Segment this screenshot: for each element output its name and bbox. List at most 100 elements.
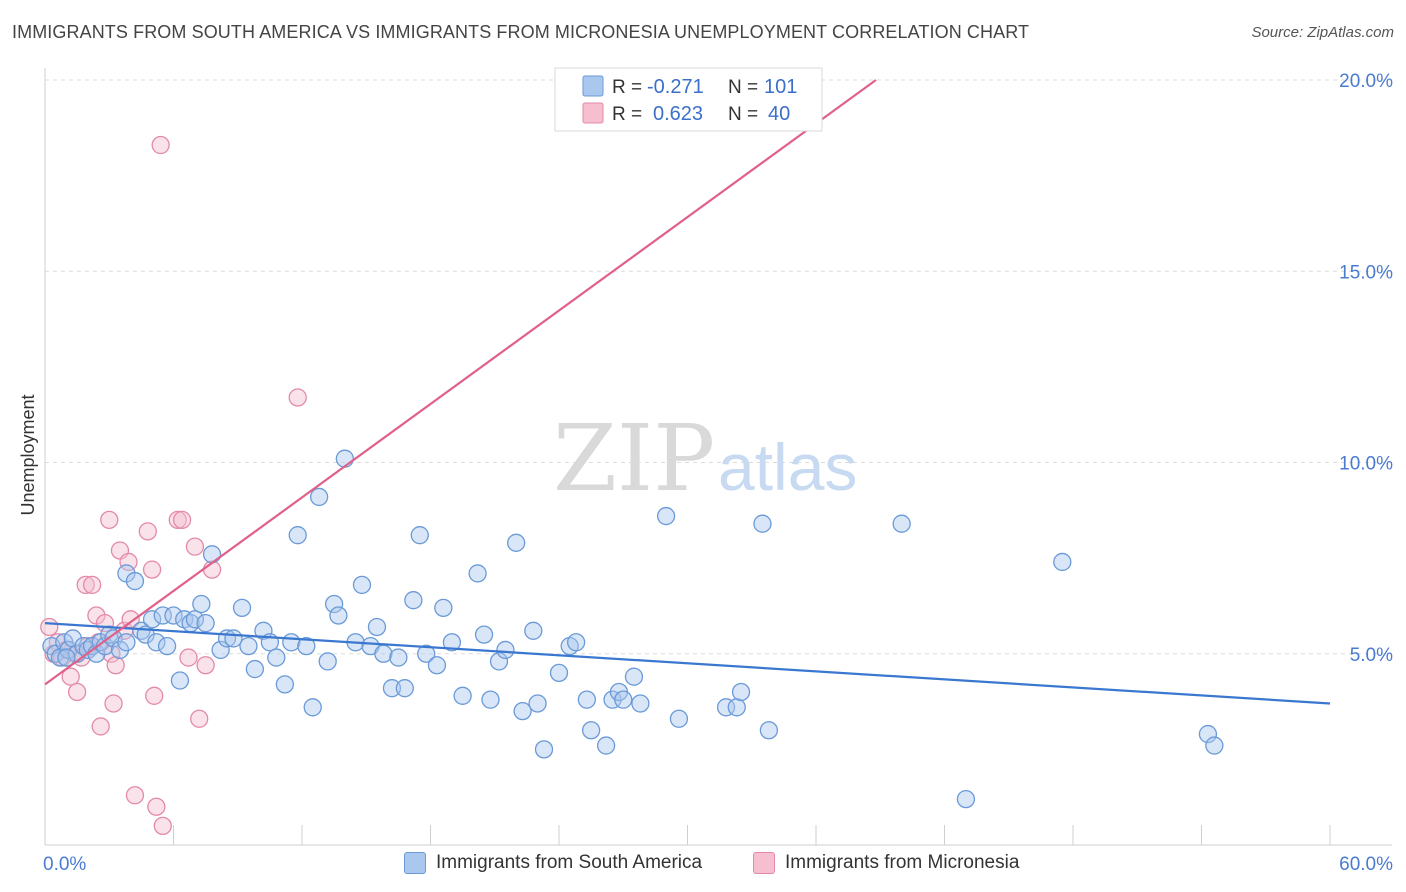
x-tick-label-0: 0.0% <box>43 854 86 875</box>
legend-swatch-pink <box>582 102 604 124</box>
trend-lines <box>44 79 1331 705</box>
watermark-atlas: atlas <box>718 430 857 504</box>
point-south-america-69 <box>481 690 500 709</box>
legend-r-value-1: -0.271 <box>647 76 704 98</box>
point-south-america-66 <box>453 686 472 705</box>
watermark-zip: ZIP <box>553 405 715 512</box>
point-micronesia-22 <box>119 552 138 572</box>
point-south-america-71 <box>496 640 515 660</box>
point-south-america-51 <box>335 449 354 468</box>
point-south-america-90 <box>716 698 736 717</box>
point-micronesia-24 <box>125 786 145 805</box>
chart-title: IMMIGRANTS FROM SOUTH AMERICA VS IMMIGRA… <box>12 22 1030 42</box>
legend-r-label-1: R = <box>612 77 642 98</box>
point-micronesia-25 <box>138 522 157 541</box>
point-south-america-64 <box>434 598 453 617</box>
legend-swatch-south-america <box>404 852 426 874</box>
point-south-america-21 <box>142 610 162 629</box>
legend-n-label-1: N = <box>728 77 758 98</box>
point-micronesia-9 <box>76 575 95 595</box>
point-micronesia-26 <box>142 560 162 579</box>
point-south-america-35 <box>224 629 243 648</box>
point-south-america-76 <box>534 740 554 759</box>
point-micronesia-11 <box>82 575 102 595</box>
point-south-america-70 <box>489 652 509 671</box>
bottom-legend: Immigrants from South America Immigrants… <box>0 852 1406 878</box>
point-south-america-94 <box>759 721 779 740</box>
point-south-america-48 <box>318 652 337 671</box>
point-micronesia-5 <box>61 667 80 686</box>
point-south-america-33 <box>211 640 230 660</box>
point-south-america-39 <box>254 621 273 640</box>
point-south-america-67 <box>468 564 487 583</box>
point-micronesia-18 <box>104 694 123 713</box>
point-micronesia-38 <box>288 388 307 407</box>
y-tick-label-1: 10.0% <box>1339 454 1393 475</box>
x-tick-labels: 0.0% 60.0% <box>43 854 1393 875</box>
point-south-america-59 <box>395 679 414 698</box>
legend-box: R = -0.271 N = 101 R = 0.623 N = 40 <box>554 67 823 132</box>
point-micronesia-28 <box>147 797 166 816</box>
legend-r-label-2: R = <box>612 104 642 125</box>
point-south-america-61 <box>410 526 429 545</box>
point-south-america-95 <box>892 514 911 533</box>
axes <box>44 68 1392 846</box>
point-south-america-38 <box>245 659 265 679</box>
point-south-america-58 <box>389 648 408 667</box>
point-south-america-22 <box>147 633 166 652</box>
point-micronesia-27 <box>145 686 164 705</box>
point-south-america-99 <box>1205 736 1224 755</box>
point-micronesia-35 <box>190 709 209 728</box>
point-micronesia-16 <box>100 510 119 530</box>
point-south-america-89 <box>669 709 689 728</box>
point-south-america-63 <box>427 656 447 675</box>
y-tick-label-3: 20.0% <box>1339 71 1393 92</box>
point-south-america-65 <box>442 633 462 652</box>
point-south-america-100 <box>57 648 76 667</box>
point-south-america-42 <box>275 675 295 694</box>
point-micronesia-32 <box>172 510 192 530</box>
legend-n-label-2: N = <box>728 104 758 125</box>
point-micronesia-31 <box>168 510 187 530</box>
legend-item-micronesia: Immigrants from Micronesia <box>753 852 1019 874</box>
point-south-america-81 <box>581 721 601 740</box>
point-south-america-47 <box>309 487 329 507</box>
point-south-america-45 <box>297 636 316 656</box>
point-micronesia-7 <box>67 682 87 702</box>
point-south-america-74 <box>524 621 543 640</box>
point-south-america-32 <box>202 545 222 564</box>
point-south-america-31 <box>196 614 215 633</box>
point-south-america-41 <box>267 648 286 667</box>
point-south-america-82 <box>596 736 616 755</box>
point-south-america-37 <box>239 636 258 656</box>
point-micronesia-36 <box>196 656 215 675</box>
legend-label-micronesia: Immigrants from Micronesia <box>785 852 1020 873</box>
x-tick-label-1: 60.0% <box>1339 854 1393 875</box>
point-south-america-56 <box>374 644 393 663</box>
point-south-america-98 <box>1198 724 1218 744</box>
point-south-america-25 <box>164 606 183 625</box>
y-axis-label: Unemployment <box>18 394 38 515</box>
y-tick-labels: 5.0% 10.0% 15.0% 20.0% <box>1339 71 1393 666</box>
point-micronesia-0 <box>40 617 59 637</box>
point-south-america-53 <box>352 575 372 595</box>
point-south-america-86 <box>624 667 644 686</box>
point-south-america-72 <box>507 533 526 552</box>
y-tick-label-0: 5.0% <box>1350 645 1393 666</box>
legend-swatch-blue <box>582 75 604 97</box>
point-south-america-30 <box>192 594 211 614</box>
trend-line-south-america <box>44 622 1331 705</box>
legend-n-value-1: 101 <box>764 76 797 98</box>
point-south-america-93 <box>753 514 772 533</box>
point-south-america-43 <box>282 633 301 652</box>
point-south-america-18 <box>125 571 145 591</box>
point-micronesia-14 <box>91 717 110 736</box>
point-south-america-75 <box>528 694 547 713</box>
point-south-america-49 <box>324 594 344 614</box>
point-south-america-85 <box>614 690 633 709</box>
y-tick-label-2: 15.0% <box>1339 262 1393 283</box>
point-south-america-46 <box>303 698 322 717</box>
point-south-america-55 <box>367 617 387 637</box>
point-south-america-50 <box>329 606 348 625</box>
